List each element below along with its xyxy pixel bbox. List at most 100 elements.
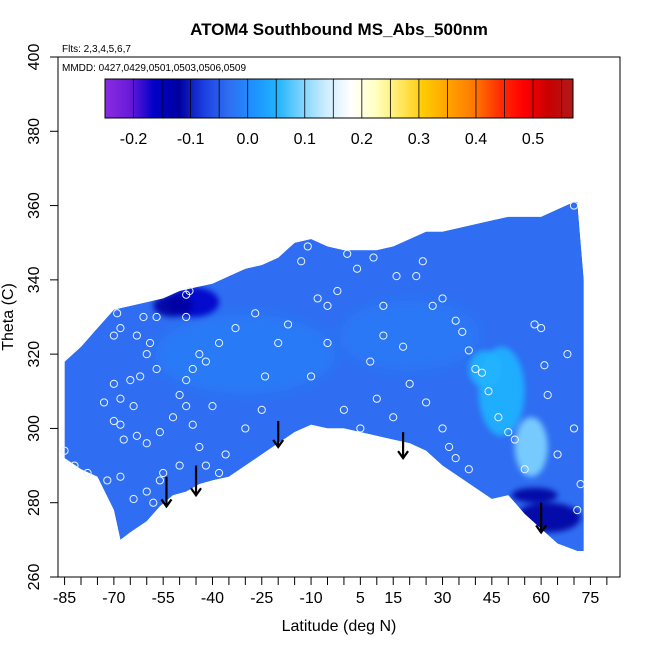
observation-point <box>182 376 191 385</box>
flights-subtitle: Flts: 2,3,4,5,6,7 <box>62 44 131 55</box>
colorbar-tick-label: -0.1 <box>177 131 205 148</box>
low-absorption-feature <box>153 294 193 317</box>
x-axis: -85 -70 -55 -40 -25 -10 5 15 30 45 60 75 <box>53 577 608 607</box>
observation-point <box>366 357 375 366</box>
observation-point <box>116 324 125 333</box>
field-patch <box>155 314 336 395</box>
y-tick-label: 380 <box>26 118 43 145</box>
observation-point <box>484 387 493 396</box>
colorbar-tick-label: 0.4 <box>465 131 487 148</box>
observation-point <box>297 257 306 266</box>
observation-point <box>113 309 122 318</box>
observation-point <box>260 372 270 381</box>
observation-point <box>392 272 401 281</box>
chart-title: ATOM4 Southbound MS_Abs_500nm <box>190 20 488 39</box>
x-tick-label: -25 <box>250 590 273 607</box>
observation-point <box>573 506 582 515</box>
field-variation <box>155 300 480 395</box>
x-tick-label: -40 <box>201 590 224 607</box>
profile-arrow <box>160 476 173 509</box>
low-absorption-feature <box>514 502 581 533</box>
observation-point <box>438 424 447 433</box>
plot-area <box>60 201 585 551</box>
observation-point <box>116 420 125 429</box>
colorbar-tick-label: 0.0 <box>237 131 259 148</box>
observation-point <box>257 405 266 414</box>
observation-points <box>60 201 585 515</box>
observation-point <box>175 390 184 400</box>
observation-point <box>369 253 378 262</box>
high-absorption-feature <box>468 350 502 388</box>
observation-point <box>471 364 480 374</box>
observation-point <box>405 379 414 388</box>
observation-point <box>195 442 204 452</box>
field-patch <box>339 300 480 371</box>
x-tick-label: -10 <box>300 590 323 607</box>
observation-point <box>569 424 579 433</box>
observation-point <box>149 498 158 507</box>
observation-point <box>119 435 128 444</box>
y-tick-label: 340 <box>26 266 43 293</box>
observation-point <box>494 413 503 422</box>
x-tick-label: -55 <box>152 590 175 607</box>
y-tick-label: 400 <box>26 44 43 71</box>
profile-arrow <box>535 502 548 535</box>
y-axis: 260 280 300 320 340 360 380 400 <box>26 44 58 591</box>
observation-point <box>306 372 316 381</box>
observation-point <box>142 350 151 359</box>
x-axis-title: Latitude (deg N) <box>282 618 397 635</box>
observation-point <box>201 357 210 366</box>
observation-point <box>109 416 118 426</box>
colorbar-gradient <box>104 78 574 119</box>
observation-point <box>145 338 155 348</box>
observation-point <box>126 376 135 385</box>
observation-point <box>379 331 388 340</box>
observation-point <box>116 394 125 403</box>
observation-point <box>152 312 161 322</box>
observation-point <box>99 398 109 407</box>
observation-point <box>356 424 365 433</box>
observation-point <box>444 442 454 452</box>
dates-subtitle: MMDD: 0427,0429,0501,0503,0506,0509 <box>62 63 246 74</box>
y-tick-label: 280 <box>26 489 43 516</box>
observation-point <box>283 320 293 329</box>
x-tick-label: -70 <box>102 590 125 607</box>
observation-point <box>175 461 184 470</box>
observation-point <box>136 372 145 381</box>
field-features <box>153 287 581 533</box>
observation-point <box>214 338 224 348</box>
observation-point <box>132 331 141 340</box>
profile-arrow <box>190 465 202 498</box>
observation-point <box>537 324 546 333</box>
observation-point <box>139 312 148 322</box>
observation-point <box>214 468 224 478</box>
y-tick-label: 300 <box>26 415 43 442</box>
observation-point <box>142 487 151 496</box>
observation-point <box>182 312 191 322</box>
x-tick-label: 60 <box>532 590 550 607</box>
observation-point <box>251 309 260 318</box>
observation-point <box>543 390 552 400</box>
observation-point <box>132 431 141 440</box>
x-tick-label: -85 <box>53 590 76 607</box>
high-absorption-feature <box>514 417 548 477</box>
observation-point <box>540 361 549 370</box>
observation-point <box>129 402 138 411</box>
observation-point <box>60 446 69 455</box>
observation-point <box>563 350 572 359</box>
y-tick-label: 260 <box>26 564 43 591</box>
observation-point <box>83 468 92 478</box>
observation-point <box>576 480 585 489</box>
low-absorption-feature <box>511 487 558 503</box>
observation-point <box>352 264 362 273</box>
observation-point <box>201 461 210 470</box>
observation-point <box>109 379 118 388</box>
observation-point <box>438 294 447 303</box>
observation-point <box>103 476 112 485</box>
observation-point <box>182 402 191 411</box>
observation-point <box>398 342 408 351</box>
observation-point <box>458 327 467 336</box>
y-axis-title: Theta (C) <box>0 283 17 351</box>
x-tick-label: 30 <box>434 590 452 607</box>
observation-point <box>231 324 240 333</box>
